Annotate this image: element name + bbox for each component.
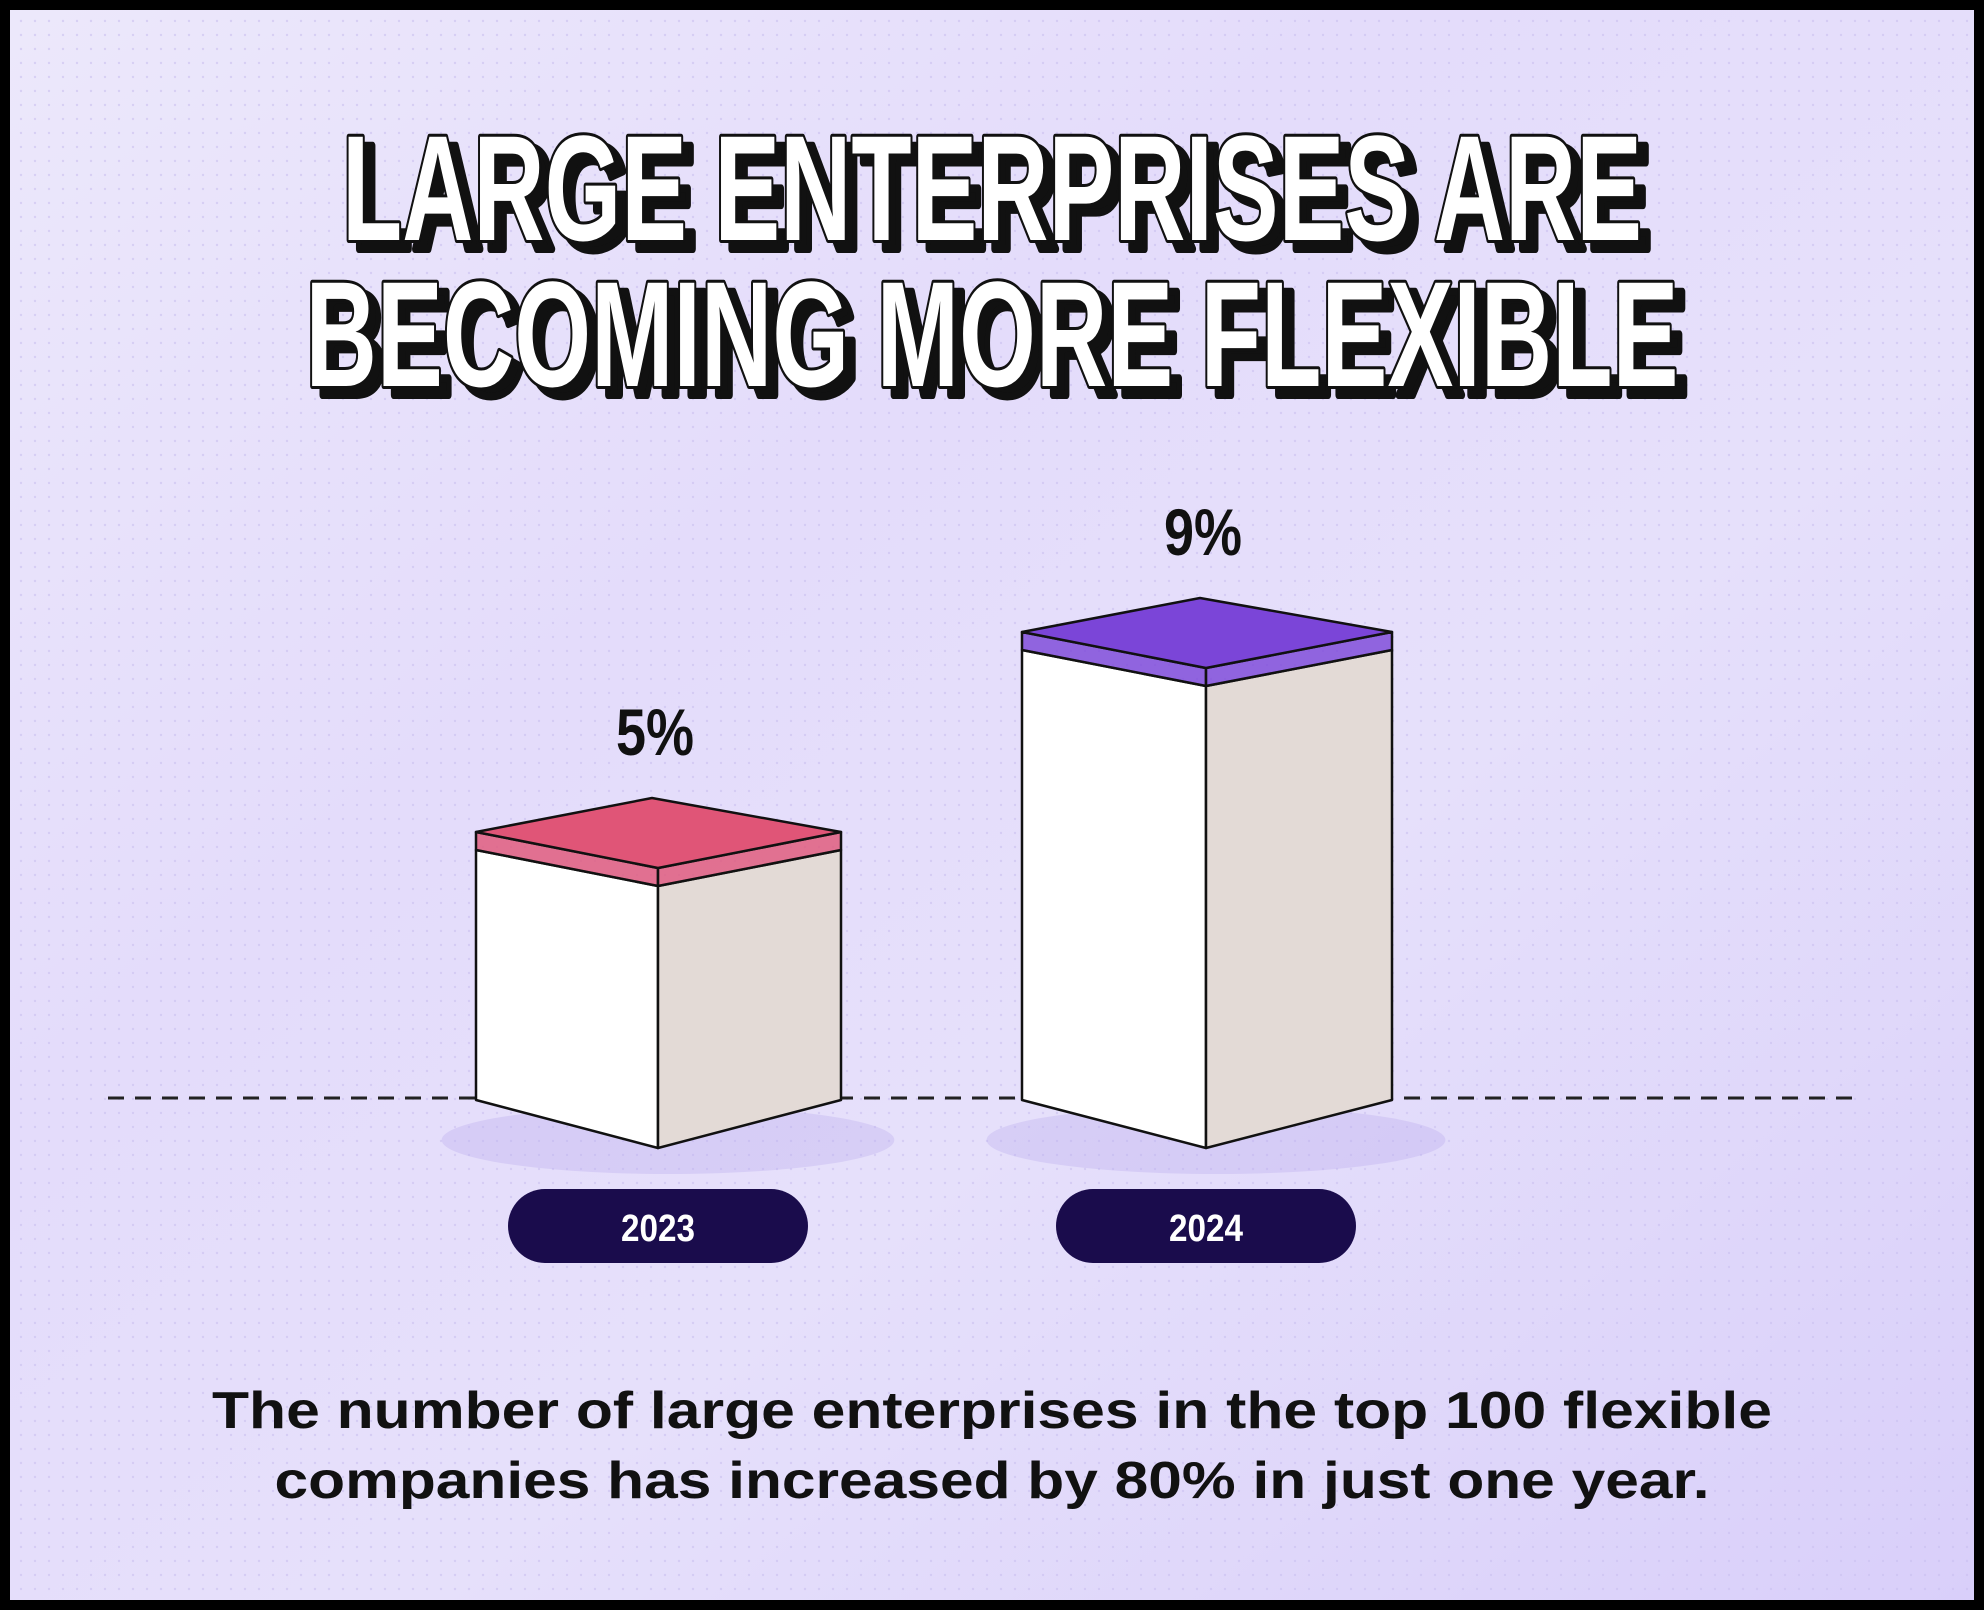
bar-front xyxy=(474,848,660,1150)
category-pill xyxy=(508,1189,808,1263)
value-label: 5% xyxy=(616,695,694,769)
title-line: LARGE ENTERPRISES ARE xyxy=(342,104,1642,272)
bars: 5% 2023 9% 2024 xyxy=(441,495,1446,1263)
bar-side xyxy=(656,848,843,1150)
caption-line: companies has increased by 80% in just o… xyxy=(275,1452,1710,1510)
title-shadow: BECOMING MORE FLEXIBLE xyxy=(316,259,1689,427)
x-tick-label: 2024 xyxy=(1169,1208,1243,1250)
background-dots xyxy=(10,10,1974,1600)
bar-top xyxy=(1020,596,1394,670)
caption-line: The number of large enterprises in the t… xyxy=(212,1382,1772,1440)
bar-side xyxy=(1204,648,1394,1150)
caption: The number of large enterprises in the t… xyxy=(212,1382,1772,1510)
bar-front xyxy=(1020,648,1208,1150)
x-tick-label: 2023 xyxy=(621,1208,695,1250)
title-shadow: LARGE ENTERPRISES ARE xyxy=(352,113,1652,281)
bar-top xyxy=(474,796,843,870)
category-pill xyxy=(1056,1189,1356,1263)
value-label: 9% xyxy=(1164,495,1242,569)
title-line: BECOMING MORE FLEXIBLE xyxy=(306,250,1679,418)
